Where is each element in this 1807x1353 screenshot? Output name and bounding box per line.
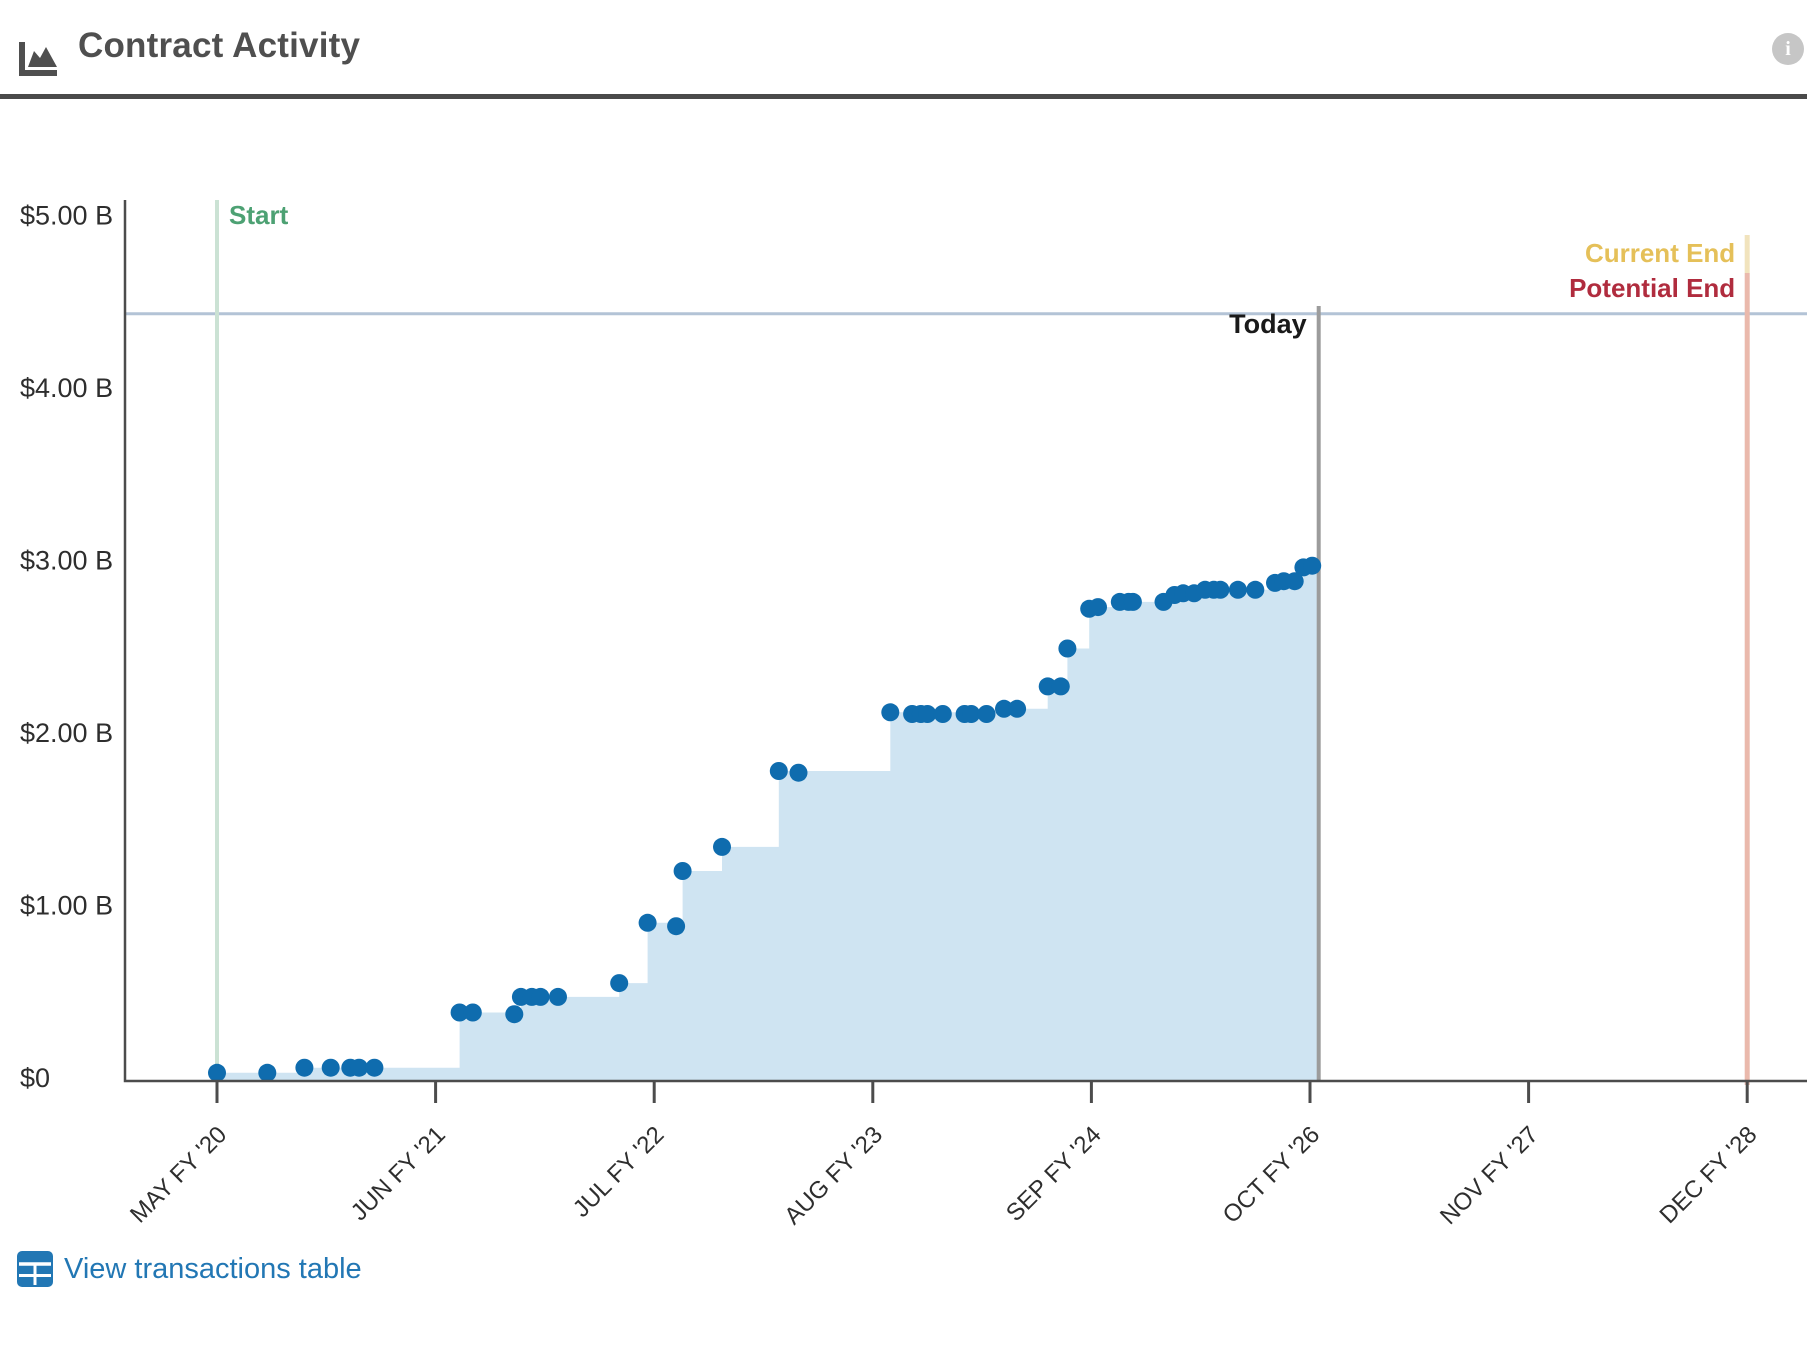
data-point[interactable] — [933, 705, 952, 723]
data-point[interactable] — [638, 913, 657, 932]
x-tick-label: SEP FY '24 — [1001, 1121, 1107, 1227]
data-point[interactable] — [667, 917, 686, 936]
data-point[interactable] — [673, 862, 692, 880]
data-point[interactable] — [1008, 699, 1027, 718]
data-point[interactable] — [977, 705, 996, 723]
panel-header: Contract Activity i — [0, 0, 1807, 99]
data-point[interactable] — [1246, 580, 1265, 599]
data-point[interactable] — [350, 1058, 369, 1077]
data-point[interactable] — [1285, 572, 1304, 591]
today-label: Today — [1229, 309, 1307, 339]
area-chart-icon — [19, 42, 57, 76]
current-end-label: Current End — [1585, 238, 1735, 268]
y-tick-label: $5.00 B — [20, 201, 113, 231]
data-point[interactable] — [549, 987, 567, 1006]
table-icon — [17, 1251, 53, 1287]
data-point[interactable] — [463, 1003, 482, 1022]
data-point[interactable] — [881, 703, 900, 722]
data-point[interactable] — [1051, 677, 1070, 696]
data-point[interactable] — [610, 974, 629, 993]
x-tick-label: MAY FY '20 — [125, 1121, 232, 1228]
data-point[interactable] — [450, 1003, 469, 1022]
data-point[interactable] — [1089, 598, 1107, 617]
axes — [123, 200, 1807, 1083]
info-icon[interactable]: i — [1772, 33, 1804, 65]
data-point[interactable] — [1058, 639, 1077, 658]
y-tick-label: $3.00 B — [20, 546, 113, 576]
data-point[interactable] — [505, 1005, 524, 1024]
data-point[interactable] — [789, 763, 808, 782]
view-transactions-link[interactable]: View transactions table — [16, 1250, 362, 1288]
y-tick-label: $4.00 B — [20, 373, 113, 403]
data-point[interactable] — [1228, 580, 1247, 599]
data-point[interactable] — [769, 762, 788, 780]
data-point[interactable] — [918, 705, 937, 723]
y-tick-label: $0 — [20, 1063, 50, 1093]
data-point[interactable] — [531, 987, 550, 1006]
data-point[interactable] — [208, 1063, 226, 1082]
data-point[interactable] — [995, 699, 1013, 718]
x-tick-label: DEC FY '28 — [1655, 1121, 1763, 1229]
x-tick-label: JUL FY '22 — [568, 1121, 670, 1223]
contract-activity-chart: MAY FY '20 JUN FY '21 JUL FY '22 AUG FY '23… — [20, 200, 1807, 1230]
header-divider — [0, 94, 1807, 99]
contract-value-area — [217, 565, 1319, 1081]
data-point[interactable] — [295, 1058, 314, 1077]
data-point[interactable] — [1123, 592, 1142, 611]
x-tick-label: JUN FY '21 — [346, 1121, 451, 1226]
x-tick-label: AUG FY '23 — [779, 1121, 888, 1230]
x-tick-label: NOV FY '27 — [1435, 1121, 1544, 1230]
data-point[interactable] — [1303, 556, 1322, 575]
potential-end-label: Potential End — [1569, 273, 1735, 303]
data-point[interactable] — [365, 1058, 384, 1077]
data-point[interactable] — [1211, 580, 1230, 599]
y-tick-label: $1.00 B — [20, 891, 113, 921]
data-point[interactable] — [258, 1063, 277, 1082]
x-tick-label: OCT FY '26 — [1218, 1121, 1326, 1229]
data-point[interactable] — [321, 1058, 340, 1077]
view-transactions-label: View transactions table — [64, 1252, 362, 1285]
page-title: Contract Activity — [78, 26, 361, 65]
data-point[interactable] — [713, 837, 731, 856]
data-point[interactable] — [1038, 677, 1057, 696]
data-point[interactable] — [962, 705, 981, 723]
y-tick-label: $2.00 B — [20, 718, 113, 748]
start-label: Start — [229, 200, 289, 230]
